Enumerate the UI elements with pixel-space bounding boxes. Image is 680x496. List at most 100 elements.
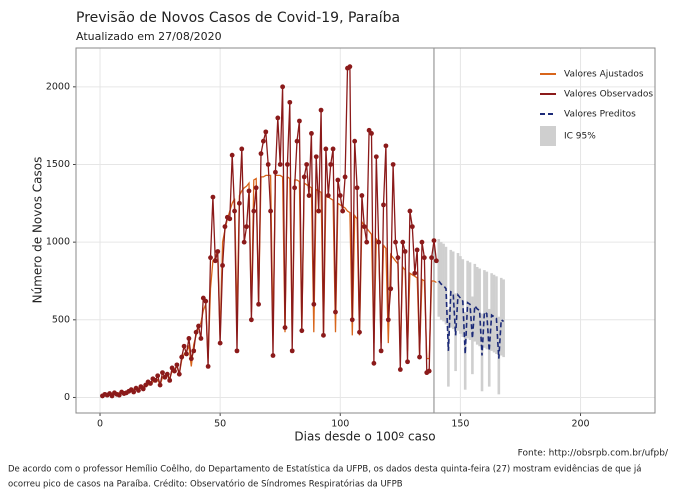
data-point — [402, 249, 408, 254]
ci-band — [442, 243, 445, 322]
data-point — [186, 336, 192, 341]
data-point — [148, 381, 153, 386]
data-point — [227, 216, 233, 222]
data-point — [369, 131, 374, 136]
data-point — [311, 301, 317, 307]
x-tick-label: 0 — [97, 419, 103, 430]
data-point — [212, 258, 218, 264]
data-point — [431, 238, 437, 243]
data-point — [244, 224, 249, 230]
data-point — [378, 348, 384, 354]
data-point — [361, 224, 367, 230]
data-point — [140, 386, 146, 392]
data-point — [270, 353, 276, 358]
ci-band — [495, 276, 498, 354]
data-point — [260, 138, 266, 144]
data-point — [273, 169, 278, 175]
chart-subtitle: Atualizado em 27/08/2020 — [76, 30, 222, 43]
data-point — [304, 162, 310, 167]
data-point — [309, 131, 314, 136]
data-point — [342, 174, 348, 180]
data-point — [155, 373, 161, 379]
data-point — [282, 325, 288, 330]
data-point — [179, 354, 185, 360]
source: Fonte: http://obsrpb.com.br/ufpb/ — [518, 449, 669, 459]
data-point — [222, 224, 228, 230]
data-point — [426, 368, 432, 374]
data-point — [409, 224, 415, 230]
data-point — [352, 138, 358, 144]
data-point — [294, 138, 300, 144]
data-point — [160, 370, 165, 376]
data-point — [256, 301, 261, 307]
data-point — [184, 351, 189, 357]
data-point — [265, 162, 271, 167]
plot-border — [75, 47, 656, 414]
data-point — [268, 208, 274, 214]
caption-line: De acordo com o professor Hemílio Coêlho… — [8, 464, 641, 475]
legend-label: Valores Preditos — [564, 110, 636, 120]
data-point — [215, 249, 221, 254]
y-tick-label: 1500 — [46, 159, 70, 170]
data-point — [429, 255, 434, 261]
data-point — [407, 208, 413, 214]
data-point — [412, 270, 418, 276]
ci-band — [468, 262, 472, 340]
data-point — [364, 239, 370, 245]
data-point — [172, 368, 177, 374]
ci-band — [480, 313, 484, 392]
data-point — [301, 174, 307, 180]
data-point — [354, 185, 360, 191]
x-tick-label: 150 — [451, 419, 469, 430]
data-point — [297, 118, 302, 124]
x-axis-label: Dias desde o 100º caso — [294, 430, 435, 444]
data-point — [395, 255, 401, 261]
data-point — [357, 329, 362, 335]
ci-band — [449, 249, 453, 328]
data-point — [193, 329, 199, 335]
ci-band — [466, 260, 469, 339]
data-point — [373, 154, 379, 160]
data-point — [388, 286, 394, 292]
data-point — [318, 107, 324, 113]
data-point — [248, 317, 254, 323]
data-point — [181, 343, 187, 349]
ci-band — [492, 274, 496, 353]
data-point — [277, 162, 283, 167]
data-point — [313, 154, 319, 160]
series-line — [438, 280, 505, 359]
y-tick-label: 1000 — [46, 237, 70, 248]
x-tick-label: 50 — [214, 419, 226, 430]
data-point — [251, 208, 257, 214]
ci-band — [475, 267, 479, 345]
data-point — [164, 371, 170, 377]
data-point — [333, 309, 338, 315]
data-point — [229, 152, 235, 158]
caption-line: ocorreu pico de casos na Paraíba. Crédit… — [8, 479, 403, 490]
y-tick-label: 500 — [52, 314, 70, 325]
data-point — [417, 354, 422, 360]
data-point — [433, 258, 439, 264]
data-point — [152, 377, 158, 383]
data-point — [258, 151, 264, 157]
data-point — [419, 239, 425, 245]
data-point — [167, 377, 173, 383]
ci-band — [502, 279, 505, 358]
ci-band — [444, 246, 448, 325]
data-point — [359, 193, 365, 198]
data-point — [236, 200, 242, 206]
data-point — [198, 336, 204, 341]
data-point — [349, 317, 355, 323]
data-point — [397, 367, 403, 372]
data-point — [220, 263, 225, 268]
data-point — [205, 364, 211, 369]
x-tick-label: 100 — [331, 419, 349, 430]
data-point — [188, 356, 194, 362]
legend-label: Valores Observados — [564, 90, 653, 100]
data-point — [385, 317, 391, 323]
data-point — [275, 115, 281, 121]
ci-band — [478, 268, 481, 347]
data-point — [280, 84, 286, 90]
data-point — [390, 162, 396, 167]
